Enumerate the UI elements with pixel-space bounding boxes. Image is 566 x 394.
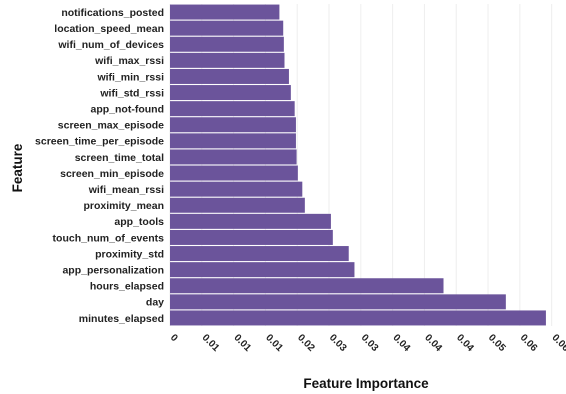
bar-minutes_elapsed xyxy=(170,310,546,326)
feature-label-wifi_num_of_devices: wifi_num_of_devices xyxy=(57,39,164,51)
bar-touch_num_of_events xyxy=(170,229,333,245)
bar-wifi_min_rssi xyxy=(170,68,289,84)
feature-label-proximity_mean: proximity_mean xyxy=(83,200,164,212)
x-tick-labels: 0 0.01 0.01 0.01 0.02 0.03 0.03 0.04 0.04 0.04 0.0… xyxy=(168,332,566,354)
bar-hours_elapsed xyxy=(170,278,444,294)
feature-label-proximity_std: proximity_std xyxy=(95,248,164,260)
feature-labels: notifications_posted location_speed_meanw… xyxy=(35,7,164,325)
feature-label-day: day xyxy=(146,297,164,309)
bar-app_tools xyxy=(170,213,331,229)
bar-wifi_max_rssi xyxy=(170,52,285,68)
bar-wifi_std_rssi xyxy=(170,85,291,101)
feature-label-screen_max_episode: screen_max_episode xyxy=(58,120,164,132)
x-tick-label: 0.02 xyxy=(295,332,317,354)
bar-screen_time_per_episode xyxy=(170,133,296,149)
feature-label-hours_elapsed: hours_elapsed xyxy=(90,281,164,293)
x-tick-label: 0.06 xyxy=(518,332,540,354)
bar-notifications_posted xyxy=(170,4,280,20)
bars xyxy=(170,4,546,326)
feature-label-screen_time_per_episode: screen_time_per_episode xyxy=(35,136,164,148)
x-tick-label: 0.06 xyxy=(550,332,566,354)
x-tick-label: 0 xyxy=(168,332,180,344)
bar-screen_time_total xyxy=(170,149,297,165)
feature-label-location_speed_mean: location_speed_mean xyxy=(54,23,164,35)
grid-lines xyxy=(169,4,553,326)
feature-label-wifi_std_rssi: wifi_std_rssi xyxy=(99,87,164,99)
x-axis-title: Feature Importance xyxy=(303,376,429,391)
bar-proximity_std xyxy=(170,246,349,262)
feature-label-minutes_elapsed: minutes_elapsed xyxy=(79,313,164,325)
x-tick-label: 0.03 xyxy=(359,332,381,354)
feature-label-touch_num_of_events: touch_num_of_events xyxy=(53,232,165,244)
x-tick-label: 0.01 xyxy=(200,332,222,354)
x-tick-label: 0.04 xyxy=(391,332,413,354)
feature-label-wifi_mean_rssi: wifi_mean_rssi xyxy=(88,184,164,196)
bar-day xyxy=(170,294,506,310)
feature-label-wifi_min_rssi: wifi_min_rssi xyxy=(96,71,164,83)
feature-label-notifications_posted: notifications_posted xyxy=(61,7,164,19)
bar-app_not-found xyxy=(170,101,295,117)
bar-app_personalization xyxy=(170,262,355,278)
feature-label-wifi_max_rssi: wifi_max_rssi xyxy=(94,55,164,67)
feature-label-screen_min_episode: screen_min_episode xyxy=(60,168,164,180)
x-tick-label: 0.01 xyxy=(231,332,253,354)
x-tick-label: 0.04 xyxy=(422,332,444,354)
feature-label-app_personalization: app_personalization xyxy=(62,264,164,276)
bar-wifi_num_of_devices xyxy=(170,36,284,52)
x-tick-label: 0.05 xyxy=(486,332,508,354)
bar-wifi_mean_rssi xyxy=(170,181,303,197)
x-tick-label: 0.03 xyxy=(327,332,349,354)
x-tick-label: 0.04 xyxy=(454,332,476,354)
y-axis-title: Feature xyxy=(10,143,25,192)
bar-screen_min_episode xyxy=(170,165,298,181)
bar-location_speed_mean xyxy=(170,20,284,36)
bar-proximity_mean xyxy=(170,197,305,213)
bar-screen_max_episode xyxy=(170,117,296,133)
feature-label-app_not-found: app_not-found xyxy=(91,103,164,115)
feature-label-app_tools: app_tools xyxy=(114,216,164,228)
feature-label-screen_time_total: screen_time_total xyxy=(75,152,164,164)
x-tick-label: 0.01 xyxy=(263,332,285,354)
